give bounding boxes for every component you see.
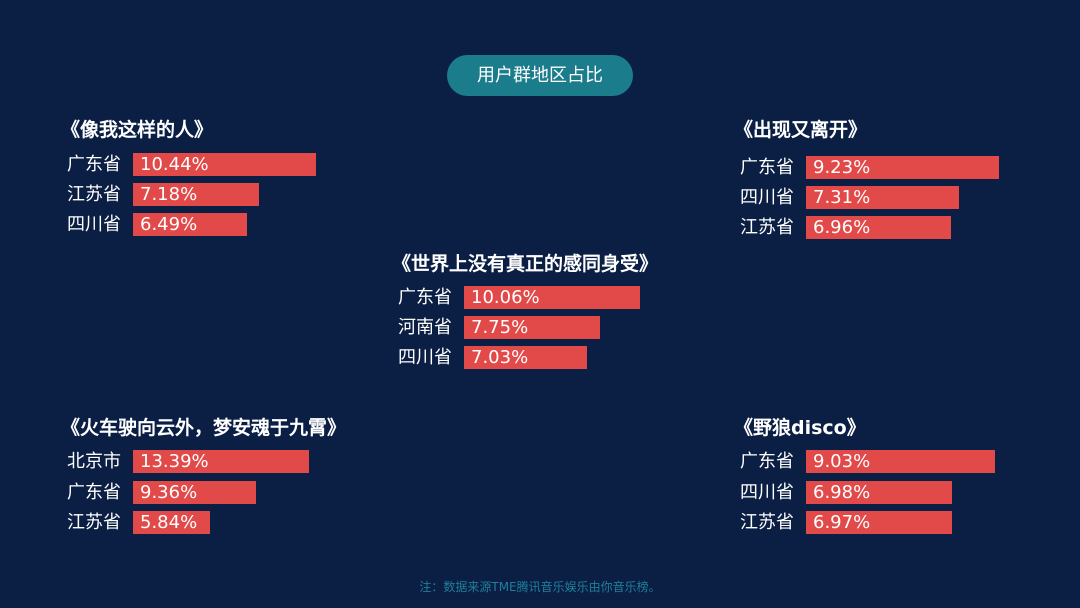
chart-title: 《世界上没有真正的感同身受》 bbox=[392, 253, 659, 275]
bar bbox=[133, 213, 247, 236]
chart-title: 《出现又离开》 bbox=[734, 119, 868, 141]
bar-row: 河南省 7.75% bbox=[398, 316, 798, 340]
bar bbox=[806, 216, 952, 239]
category-label: 江苏省 bbox=[740, 217, 794, 238]
value-label: 10.06% bbox=[471, 287, 540, 308]
section-title-pill: 用户群地区占比 bbox=[447, 55, 633, 96]
category-label: 广东省 bbox=[740, 451, 794, 472]
chart-title: 《野狼disco》 bbox=[734, 417, 866, 439]
value-label: 10.44% bbox=[140, 154, 209, 175]
bar-row: 广东省 9.36% bbox=[67, 480, 467, 505]
bar-chart-3: 《世界上没有真正的感同身受》广东省 10.06% 河南省 7.75% 四川省 7.03% bbox=[392, 252, 658, 369]
value-label: 5.84% bbox=[140, 512, 198, 533]
bar-chart-5: 《野狼disco》广东省 9.03% 四川省 6.98% 江苏省 6.97% bbox=[734, 416, 995, 534]
value-label: 7.31% bbox=[813, 187, 871, 208]
bar-row: 江苏省 5.84% bbox=[67, 511, 467, 535]
category-label: 广东省 bbox=[67, 154, 121, 175]
bar-row: 江苏省 6.97% bbox=[740, 511, 1080, 535]
value-label: 9.23% bbox=[813, 157, 871, 178]
bar bbox=[806, 450, 995, 473]
bar bbox=[133, 183, 259, 206]
bar-row: 广东省 10.06% bbox=[398, 286, 798, 310]
value-label: 9.03% bbox=[813, 451, 871, 472]
bar bbox=[464, 346, 588, 369]
bar-row: 广东省 9.03% bbox=[740, 450, 1080, 474]
category-label: 四川省 bbox=[740, 187, 794, 208]
bar-row: 四川省 7.31% bbox=[740, 186, 1080, 210]
value-label: 6.98% bbox=[813, 481, 871, 503]
bar bbox=[133, 153, 316, 176]
value-label: 7.75% bbox=[471, 317, 529, 338]
value-label: 7.03% bbox=[471, 347, 529, 368]
category-label: 江苏省 bbox=[67, 512, 121, 533]
chart-title: 《像我这样的人》 bbox=[61, 119, 214, 141]
bar-chart-4: 《火车驶向云外，梦安魂于九霄》北京市 13.39% 广东省 9.36% 江苏省 5.84% bbox=[61, 416, 346, 534]
bar-row: 江苏省 7.18% bbox=[67, 183, 467, 207]
bar bbox=[133, 450, 310, 473]
value-label: 6.96% bbox=[813, 217, 871, 238]
value-label: 6.49% bbox=[140, 214, 198, 235]
category-label: 广东省 bbox=[67, 481, 121, 503]
value-label: 13.39% bbox=[140, 451, 209, 472]
bar-row: 四川省 6.49% bbox=[67, 213, 467, 237]
category-label: 江苏省 bbox=[67, 184, 121, 205]
category-label: 四川省 bbox=[67, 214, 121, 235]
value-label: 6.97% bbox=[813, 512, 871, 533]
bar-chart-1: 《像我这样的人》广东省 10.44% 江苏省 7.18% 四川省 6.49% bbox=[61, 118, 316, 236]
bar bbox=[806, 511, 952, 534]
bar bbox=[464, 316, 600, 339]
bar-row: 北京市 13.39% bbox=[67, 450, 467, 474]
source-note: 注：数据来源TME腾讯音乐娱乐由你音乐榜。 bbox=[419, 580, 661, 594]
category-label: 四川省 bbox=[398, 347, 452, 368]
bar-row: 广东省 10.44% bbox=[67, 153, 467, 177]
bar bbox=[133, 511, 210, 534]
value-label: 7.18% bbox=[140, 184, 198, 205]
category-label: 北京市 bbox=[67, 451, 121, 472]
category-label: 江苏省 bbox=[740, 512, 794, 533]
bar-chart-2: 《出现又离开》广东省 9.23% 四川省 7.31% 江苏省 6.96% bbox=[734, 118, 999, 239]
bar bbox=[806, 186, 959, 209]
category-label: 河南省 bbox=[398, 317, 452, 338]
bar bbox=[133, 480, 257, 504]
category-label: 广东省 bbox=[398, 287, 452, 308]
chart-title: 《火车驶向云外，梦安魂于九霄》 bbox=[61, 417, 347, 439]
bar-row: 四川省 6.98% bbox=[740, 480, 1080, 505]
bar bbox=[464, 286, 641, 309]
value-label: 9.36% bbox=[140, 481, 198, 503]
bar bbox=[806, 156, 999, 179]
bar-row: 四川省 7.03% bbox=[398, 346, 798, 370]
bar bbox=[806, 480, 952, 504]
bar-row: 广东省 9.23% bbox=[740, 156, 1080, 180]
bar-row: 江苏省 6.96% bbox=[740, 216, 1080, 240]
category-label: 四川省 bbox=[740, 481, 794, 503]
category-label: 广东省 bbox=[740, 157, 794, 178]
